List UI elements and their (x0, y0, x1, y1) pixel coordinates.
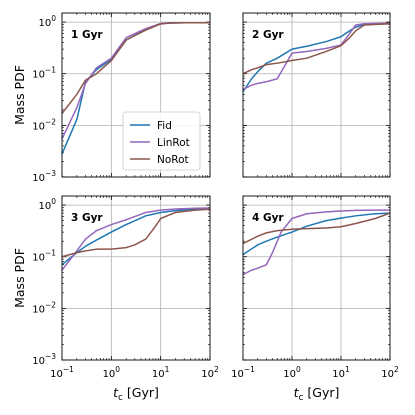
y-tick-label: 10−2 (32, 300, 56, 315)
panel-frame (242, 195, 391, 361)
legend-entry-fid: Fid (157, 120, 172, 132)
y-tick-label: 10−3 (32, 169, 56, 184)
legend-entry-linrot: LinRot (157, 137, 190, 149)
x-tick-label: 100 (283, 365, 301, 380)
legend: Fid LinRot NoRot (122, 111, 201, 171)
series-line-linrot (242, 209, 390, 276)
series-line-fid (61, 207, 211, 266)
panel-label: 1 Gyr (71, 29, 103, 41)
series-line-linrot (61, 207, 211, 271)
legend-box (122, 111, 201, 171)
x-tick-label: 102 (201, 365, 219, 380)
series-line-fid (242, 22, 391, 93)
panel-frame (61, 12, 211, 178)
x-axis-label: tc [Gyr] (294, 385, 340, 403)
y-tick-label: 10−1 (32, 66, 56, 81)
panel-label: 3 Gyr (71, 212, 103, 224)
x-tick-label: 101 (332, 365, 350, 380)
series-line-fid (242, 212, 391, 256)
y-tick-label: 10−3 (32, 352, 56, 367)
panel-3: 3 Gyr 10−3 10−2 10−1 100 Mass PDF 10−1 100 101 10… (12, 195, 219, 403)
y-tick-label: 10−2 (32, 117, 56, 132)
y-tick-label: 100 (38, 197, 56, 212)
y-tick-label: 10−1 (32, 249, 56, 264)
series-line-norot (61, 22, 210, 114)
x-tick-label: 102 (381, 365, 399, 380)
panel-2: 2 Gyr (242, 12, 391, 178)
x-tick-label: 10−1 (50, 365, 74, 380)
panel-4: 4 Gyr 10−1 100 101 102 tc [Gyr] (231, 195, 399, 403)
series-line-norot (61, 208, 211, 258)
legend-entry-norot: NoRot (157, 154, 189, 166)
x-axis-label: tc [Gyr] (113, 385, 159, 403)
panel-1: 1 Gyr 10−3 10−2 10−1 100 Mass PDF Fid LinRot NoR… (12, 12, 211, 184)
y-axis-label: Mass PDF (12, 65, 27, 125)
x-tick-label: 101 (152, 365, 170, 380)
y-tick-label: 100 (38, 14, 56, 29)
series-line-linrot (242, 22, 391, 90)
series-line-norot (242, 22, 391, 75)
x-tick-label: 100 (103, 365, 121, 380)
panel-frame (61, 195, 211, 361)
y-axis-label: Mass PDF (12, 248, 27, 308)
panel-label: 2 Gyr (252, 29, 284, 41)
series-line-norot (242, 212, 391, 245)
panel-label: 4 Gyr (252, 212, 284, 224)
x-tick-label: 10−1 (231, 365, 255, 380)
panel-frame (242, 12, 391, 178)
